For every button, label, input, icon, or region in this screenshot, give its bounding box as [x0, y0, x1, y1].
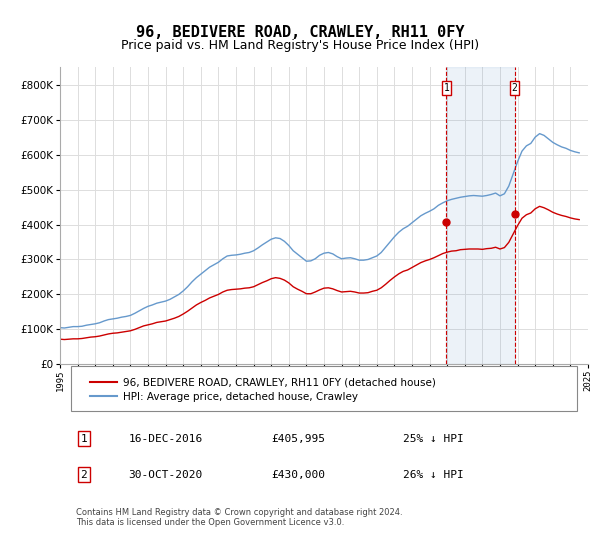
Text: £405,995: £405,995	[271, 433, 325, 444]
Text: Contains HM Land Registry data © Crown copyright and database right 2024.
This d: Contains HM Land Registry data © Crown c…	[76, 508, 403, 527]
Legend: 96, BEDIVERE ROAD, CRAWLEY, RH11 0FY (detached house), HPI: Average price, detac: 96, BEDIVERE ROAD, CRAWLEY, RH11 0FY (de…	[86, 374, 440, 406]
Text: Price paid vs. HM Land Registry's House Price Index (HPI): Price paid vs. HM Land Registry's House …	[121, 39, 479, 52]
Text: 25% ↓ HPI: 25% ↓ HPI	[403, 433, 464, 444]
Text: 2: 2	[512, 83, 518, 93]
Text: 2: 2	[80, 470, 87, 479]
Text: 1: 1	[443, 83, 449, 93]
Text: 30-OCT-2020: 30-OCT-2020	[128, 470, 203, 479]
Text: 96, BEDIVERE ROAD, CRAWLEY, RH11 0FY: 96, BEDIVERE ROAD, CRAWLEY, RH11 0FY	[136, 25, 464, 40]
Bar	[446, 67, 515, 365]
FancyBboxPatch shape	[71, 366, 577, 411]
Text: 1: 1	[80, 433, 87, 444]
Text: £430,000: £430,000	[271, 470, 325, 479]
Text: 26% ↓ HPI: 26% ↓ HPI	[403, 470, 464, 479]
Text: 16-DEC-2016: 16-DEC-2016	[128, 433, 203, 444]
